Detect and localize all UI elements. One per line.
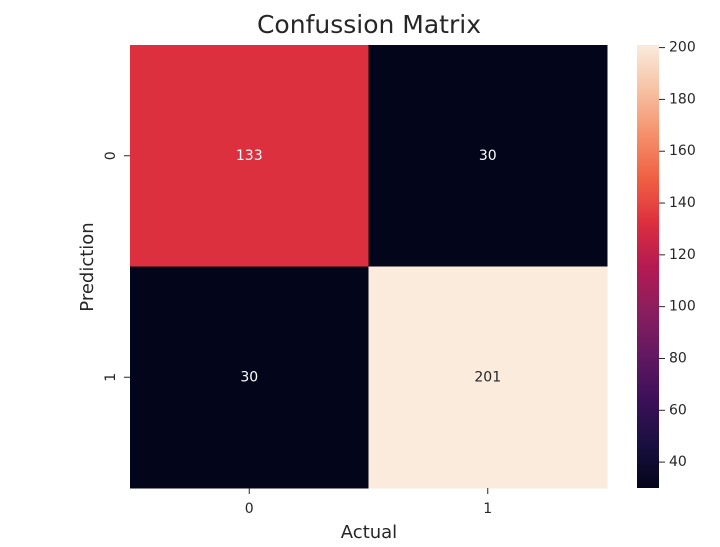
cell-annotation: 30 (240, 369, 258, 385)
cell-annotation: 30 (479, 148, 497, 164)
colorbar-tick-label: 180 (669, 91, 696, 107)
cell-annotation: 133 (236, 148, 263, 164)
y-tick-label: 0 (103, 151, 119, 160)
heatmap-cells: 133 30 30 201 (130, 45, 608, 489)
y-axis-ticks: 01 (103, 151, 130, 382)
colorbar-tick-label: 200 (669, 40, 696, 56)
x-axis-label: Actual (341, 522, 397, 543)
colorbar-gradient (637, 45, 659, 488)
heatmap-cell (130, 266, 369, 489)
colorbar-tick-label: 140 (669, 195, 696, 211)
x-tick-label: 1 (483, 501, 492, 517)
colorbar-tick-label: 40 (669, 454, 687, 470)
cell-annotation: 201 (474, 369, 501, 385)
heatmap-cell (368, 45, 608, 267)
colorbar: 40 60 80 100 120 140 160 180 200 (637, 40, 696, 488)
colorbar-tick-label: 120 (669, 247, 696, 263)
colorbar-tick-label: 80 (669, 350, 687, 366)
colorbar-tick-label: 100 (669, 299, 696, 315)
colorbar-tick-label: 160 (669, 143, 696, 159)
heatmap-cell (368, 266, 608, 489)
chart-title: Confussion Matrix (257, 10, 481, 39)
x-tick-label: 0 (245, 501, 254, 517)
y-tick-label: 1 (103, 373, 119, 382)
y-axis-label: Prediction (77, 222, 98, 311)
heatmap-cell (130, 45, 369, 267)
colorbar-tick-label: 60 (669, 402, 687, 418)
